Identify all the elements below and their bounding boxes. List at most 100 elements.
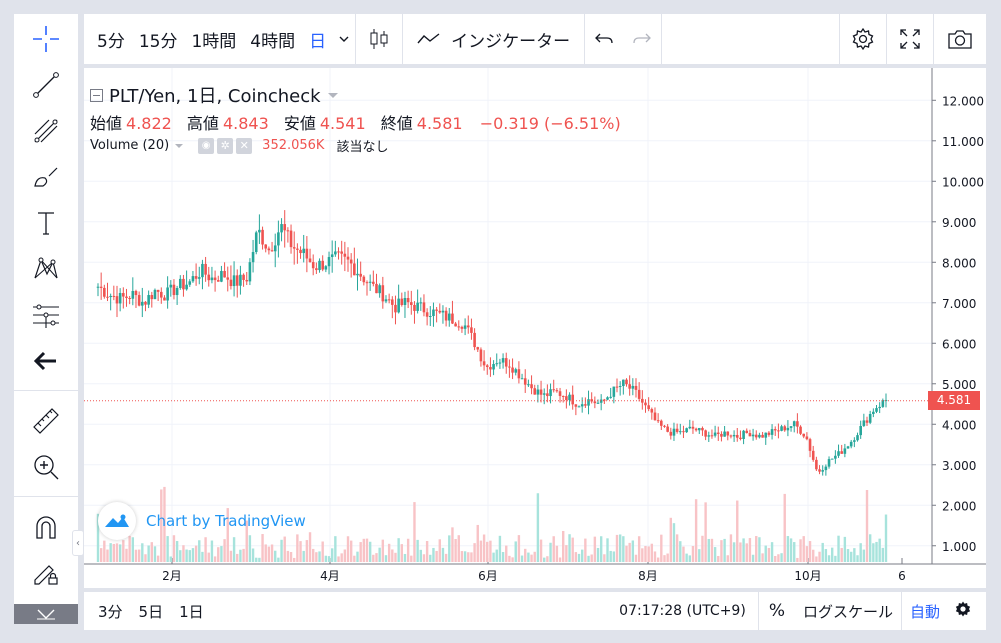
hide-drawings-button[interactable] <box>14 604 78 624</box>
auto-scale-toggle[interactable]: 自動 <box>909 602 940 621</box>
volume-bar <box>612 551 616 562</box>
volume-bar <box>419 549 422 562</box>
clock-display[interactable]: 07:17:28 (UTC+9) <box>619 603 746 619</box>
zoom-in-icon <box>34 455 59 480</box>
candle-body <box>454 323 457 327</box>
magnet-tool[interactable] <box>14 508 78 546</box>
candle-body <box>204 263 207 275</box>
pattern-tool[interactable] <box>14 250 78 288</box>
brush-tool[interactable] <box>14 158 78 196</box>
fullscreen-button[interactable] <box>887 14 933 64</box>
interval-dropdown[interactable] <box>333 14 355 64</box>
tradingview-watermark[interactable]: Chart by TradingView <box>98 502 306 540</box>
candle-body <box>435 309 438 311</box>
interval-3[interactable]: 4時間 <box>250 31 296 52</box>
volume-bar <box>584 538 587 562</box>
candle-body <box>593 401 597 404</box>
eye-icon[interactable]: ◉ <box>198 137 215 154</box>
undo-button[interactable] <box>585 14 623 64</box>
ruler-tool[interactable] <box>14 402 78 440</box>
scale-settings-button[interactable] <box>948 600 986 622</box>
trend-line-tool[interactable] <box>14 66 78 104</box>
range-1[interactable]: 5日 <box>138 602 164 621</box>
interval-4[interactable]: 日 <box>309 31 327 52</box>
volume-bar <box>834 555 837 562</box>
candle-body <box>134 290 138 296</box>
collapse-toolbar-handle[interactable]: ‹ <box>72 530 84 556</box>
volume-bar <box>859 543 862 562</box>
candle-body <box>682 431 685 433</box>
volume-bar <box>356 551 359 562</box>
volume-bar <box>774 556 777 562</box>
fib-tool[interactable] <box>14 112 78 150</box>
zoom-in-tool[interactable] <box>14 448 78 486</box>
candle-body <box>330 254 334 258</box>
crosshair-tool[interactable] <box>14 20 78 58</box>
indicators-label: インジケーター <box>451 31 571 52</box>
candle-body <box>868 413 872 423</box>
candle-body <box>270 250 274 252</box>
volume-bar <box>672 523 676 562</box>
range-0[interactable]: 3分 <box>98 602 123 621</box>
hide-toolbar-button[interactable] <box>14 342 78 380</box>
bottom-toolbar: 3分 5日 1日 07:17:28 (UTC+9) % ログスケール 自動 <box>84 592 986 630</box>
range-2[interactable]: 1日 <box>179 602 204 621</box>
text-tool[interactable] <box>14 204 78 242</box>
volume-bar <box>226 508 229 562</box>
redo-button[interactable] <box>623 14 661 64</box>
chart-type-button[interactable] <box>356 14 402 64</box>
price-chart[interactable]: 12.000 11.000 10.000 9.000 8.000 7.000 6.000 5.… <box>84 68 986 588</box>
interval-group: 5分 15分 1時間 4時間日 <box>84 14 333 64</box>
candle-body <box>843 448 847 454</box>
log-scale-toggle[interactable]: ログスケール <box>802 602 893 621</box>
candle-body <box>723 431 726 437</box>
candle-body <box>669 431 673 436</box>
volume-bar <box>628 542 631 562</box>
candle-body <box>444 310 448 321</box>
candle-body <box>482 361 486 366</box>
candle-body <box>235 275 239 286</box>
candle-body <box>96 286 100 288</box>
y-tick-label: 2.000 <box>942 499 976 513</box>
volume-bar <box>172 535 176 562</box>
volume-bar <box>739 542 742 562</box>
volume-label[interactable]: Volume (20) <box>90 138 170 153</box>
indicators-button[interactable]: インジケーター <box>403 14 584 64</box>
volume-bar <box>330 548 334 562</box>
volume-bar <box>713 547 717 562</box>
lock-drawings-tool[interactable] <box>14 554 78 592</box>
candle-body <box>805 436 809 440</box>
x-tick-label: 2月 <box>162 569 182 583</box>
snapshot-button[interactable] <box>934 14 986 64</box>
volume-bar <box>444 553 448 562</box>
volume-bar <box>751 554 755 562</box>
volume-bar <box>406 538 410 562</box>
volume-bar <box>603 554 606 562</box>
volume-bar <box>827 555 831 562</box>
interval-0[interactable]: 5分 <box>97 31 125 52</box>
chart-pane[interactable]: 12.000 11.000 10.000 9.000 8.000 7.000 6.000 5.… <box>84 68 986 588</box>
candle-body <box>618 386 622 388</box>
volume-bar <box>758 537 761 562</box>
candles-icon <box>370 29 388 49</box>
symbol-title[interactable]: PLT/Yen, 1日, Coincheck <box>109 86 321 107</box>
volume-bar <box>476 524 479 562</box>
volume-extra: 該当なし <box>336 140 389 155</box>
gear-icon[interactable]: ✲ <box>217 137 234 154</box>
interval-1[interactable]: 15分 <box>138 31 178 52</box>
percent-toggle[interactable]: % <box>768 601 785 621</box>
close-icon[interactable]: ✕ <box>236 137 253 154</box>
settings-button[interactable] <box>840 14 886 64</box>
candle-body <box>410 302 413 305</box>
candle-body <box>403 297 407 306</box>
measure-tool[interactable] <box>14 296 78 334</box>
candle-body <box>574 404 578 407</box>
volume-bar <box>122 540 125 562</box>
interval-2[interactable]: 1時間 <box>191 31 237 52</box>
volume-bars <box>96 486 888 562</box>
low-value: 4.541 <box>319 114 366 133</box>
candle-body <box>770 429 774 435</box>
candle-body <box>853 440 856 442</box>
volume-bar <box>663 555 666 562</box>
collapse-legend-icon[interactable] <box>90 88 103 102</box>
